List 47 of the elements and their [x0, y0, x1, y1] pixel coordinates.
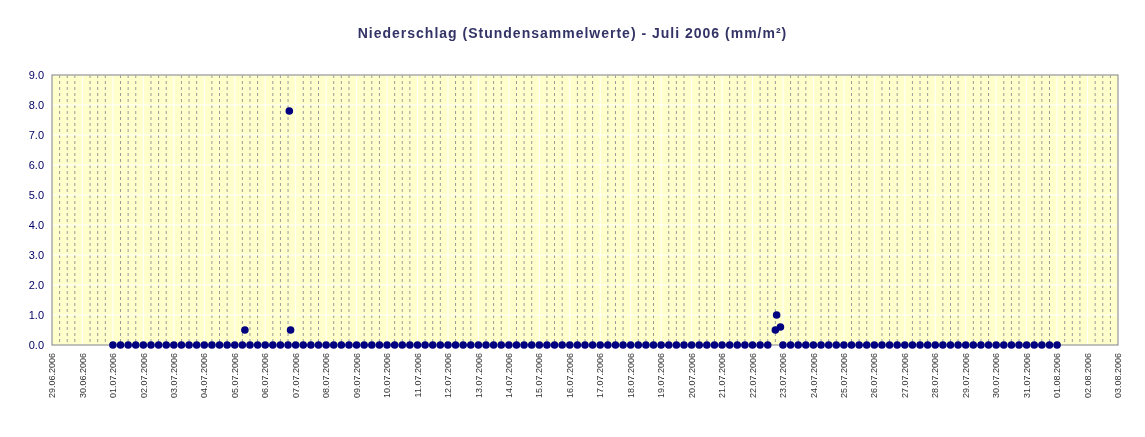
x-tick-label: 07.07.2006 [290, 353, 301, 399]
y-tick-label: 2.0 [28, 278, 44, 291]
x-tick-label: 01.07.2006 [108, 353, 119, 399]
y-tick-label: 7.0 [28, 128, 44, 141]
y-tick-label: 6.0 [28, 158, 44, 171]
x-tick-label: 22.07.2006 [747, 353, 758, 399]
x-tick-label: 10.07.2006 [382, 353, 393, 399]
y-tick-label: 3.0 [28, 248, 44, 261]
x-tick-label: 27.07.2006 [899, 353, 910, 399]
y-tick-label: 0.0 [28, 338, 44, 351]
chart-title: Niederschlag (Stundensammelwerte) - Juli 2006 (mm/m²) [357, 25, 788, 41]
y-tick-label: 4.0 [28, 218, 44, 231]
y-tick-label: 9.0 [28, 68, 44, 81]
x-tick-label: 12.07.2006 [443, 353, 454, 399]
x-tick-label: 05.07.2006 [229, 353, 240, 399]
x-tick-label: 17.07.2006 [595, 353, 606, 399]
x-tick-label: 11.07.2006 [412, 353, 423, 398]
y-tick-label: 5.0 [28, 188, 44, 201]
x-tick-label: 29.07.2006 [960, 353, 971, 399]
x-tick-label: 31.07.2006 [1021, 353, 1032, 399]
x-tick-label: 23.07.2006 [778, 353, 789, 399]
x-tick-label: 16.07.2006 [564, 353, 575, 399]
x-tick-label: 13.07.2006 [473, 353, 484, 399]
x-tick-label: 19.07.2006 [656, 353, 667, 399]
x-tick-label: 25.07.2006 [839, 353, 850, 399]
x-tick-label: 03.07.2006 [168, 353, 179, 399]
x-tick-label: 18.07.2006 [625, 353, 636, 399]
x-tick-label: 30.06.2006 [77, 353, 88, 399]
x-tick-label: 08.07.2006 [321, 353, 332, 399]
x-tick-label: 28.07.2006 [930, 353, 941, 399]
x-tick-label: 14.07.2006 [504, 353, 515, 399]
x-tick-label: 09.07.2006 [351, 353, 362, 399]
y-tick-label: 8.0 [28, 98, 44, 111]
x-tick-label: 02.08.2006 [1082, 353, 1093, 399]
x-tick-label: 15.07.2006 [534, 353, 545, 399]
x-tick-label: 20.07.2006 [686, 353, 697, 399]
y-tick-label: 1.0 [28, 308, 44, 321]
x-tick-label: 02.07.2006 [138, 353, 149, 399]
x-tick-label: 29.06.2006 [47, 353, 58, 399]
x-tick-label: 01.08.2006 [1052, 353, 1063, 399]
x-tick-label: 03.08.2006 [1113, 353, 1124, 399]
x-tick-label: 24.07.2006 [808, 353, 819, 399]
x-tick-label: 04.07.2006 [199, 353, 210, 399]
x-tick-label: 30.07.2006 [991, 353, 1002, 399]
x-tick-label: 21.07.2006 [717, 353, 728, 399]
x-tick-label: 06.07.2006 [260, 353, 271, 399]
x-tick-label: 26.07.2006 [869, 353, 880, 399]
